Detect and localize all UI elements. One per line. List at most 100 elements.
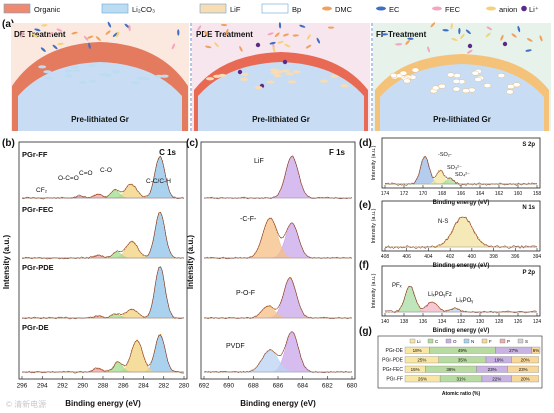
inclusion (273, 73, 282, 78)
molecule (486, 26, 493, 31)
molecule (526, 38, 533, 42)
molecule (177, 29, 180, 36)
legend-swatch-5 (376, 6, 386, 11)
inclusion (452, 86, 461, 92)
panel-f-ylabel: Intensity (a.u.) (371, 273, 377, 308)
bar-value-label: 15% (411, 367, 420, 372)
panel-e-region: N 1s (522, 205, 535, 211)
bar-segment-f (531, 346, 541, 354)
molecule (407, 37, 414, 40)
peak-label-pvdf: PVDF (226, 343, 245, 350)
tick-label: 282 (158, 383, 169, 390)
inclusion (438, 83, 446, 89)
inclusion (154, 74, 163, 78)
molecule (305, 44, 312, 49)
panel-g-frame (377, 335, 543, 389)
inclusion (512, 82, 521, 88)
panel-f-spectra (384, 285, 538, 314)
molecule (460, 33, 465, 40)
legend-swatch-F (481, 338, 488, 344)
panel-c-tag: (c) (186, 138, 198, 149)
tick-label: 680 (347, 383, 358, 390)
inclusion (44, 76, 53, 80)
panel-f-ticks: 140 138 136 134 132 130 128 126 124 (381, 313, 541, 325)
bar-value-label: 38% (446, 367, 455, 372)
li-ion (502, 41, 508, 47)
bar-category-label: PGr-PDE (382, 358, 404, 364)
tick-label: 162 (495, 191, 504, 197)
tick-label: 400 (468, 254, 477, 260)
bar-value-label: 25% (417, 358, 426, 363)
raw-spectrum (203, 277, 353, 320)
bar-value-label: 27% (509, 348, 518, 353)
molecule (316, 37, 321, 44)
fit-peak (385, 177, 537, 185)
molecule (278, 22, 282, 29)
molecule (458, 27, 461, 35)
panel-c-frame (200, 141, 356, 380)
tick-label: 164 (476, 191, 485, 197)
bar-value-label: 6% (533, 348, 540, 353)
molecule (517, 25, 521, 33)
peak-label-lif: LiF (254, 158, 264, 165)
tick-label: 160 (514, 191, 523, 197)
tick-label: 166 (457, 191, 466, 197)
fit-peak (204, 155, 352, 199)
legend-label-3: Bp (292, 5, 301, 14)
tick-label: 294 (37, 383, 48, 390)
fit-peak (385, 216, 537, 248)
inclusion (497, 73, 506, 79)
legend-label-4: DMC (335, 5, 353, 14)
tick-label: 290 (77, 383, 88, 390)
molecule (197, 25, 202, 31)
fit-peak (22, 333, 184, 373)
panel-f-tag: (f) (359, 260, 369, 271)
panel-e-spectra (384, 216, 538, 249)
inclusion (266, 80, 275, 84)
molecule (56, 28, 63, 32)
bar-value-label: 20% (521, 377, 530, 382)
raw-spectrum (21, 212, 185, 260)
panel-d-ylabel: Intensity (a.u.) (371, 145, 377, 180)
inclusion (141, 77, 150, 81)
molecule (128, 24, 131, 32)
panel-b-tag: (b) (2, 138, 15, 149)
solvent-molecules (20, 21, 543, 95)
panel-g-tag: (g) (359, 326, 372, 337)
inclusion (452, 78, 461, 84)
panel-d-frame (381, 137, 541, 189)
raw-spectrum (21, 266, 185, 320)
peak-label-pof: P-O-F (236, 290, 255, 297)
inclusion (43, 70, 52, 74)
bar-segment-f (511, 375, 539, 383)
inclusion (111, 70, 120, 74)
inclusion (72, 69, 81, 73)
raw-spectrum (384, 156, 538, 186)
panel-e-ylabel: Intensity (a.u.) (371, 208, 377, 243)
legend-swatch-P (499, 338, 506, 344)
molecule (292, 34, 299, 37)
inclusion (206, 77, 215, 81)
panel-b-spectra (21, 155, 185, 374)
molecule (105, 30, 111, 35)
panel-c-region: F 1s (329, 148, 346, 157)
tick-label: 692 (199, 383, 210, 390)
legend-label-5: EC (389, 5, 400, 14)
tick-label: 688 (248, 383, 259, 390)
tick-label: 280 (179, 383, 190, 390)
tick-label: 296 (17, 383, 28, 390)
scene-ff-graphite (380, 64, 544, 131)
molecule (427, 46, 431, 53)
tick-label: 288 (98, 383, 109, 390)
legend-swatch-N (463, 338, 470, 344)
scene-pde-graphite (198, 62, 364, 131)
molecule (41, 24, 48, 27)
tick-label: 172 (400, 191, 409, 197)
bar-value-label: 20% (521, 358, 530, 363)
bar-value-label: 23% (519, 367, 528, 372)
inclusion (432, 85, 440, 91)
inclusion (462, 88, 470, 94)
molecule (284, 43, 291, 48)
peak-label-cc: C-C/C-H (146, 178, 171, 185)
molecule (48, 31, 54, 37)
